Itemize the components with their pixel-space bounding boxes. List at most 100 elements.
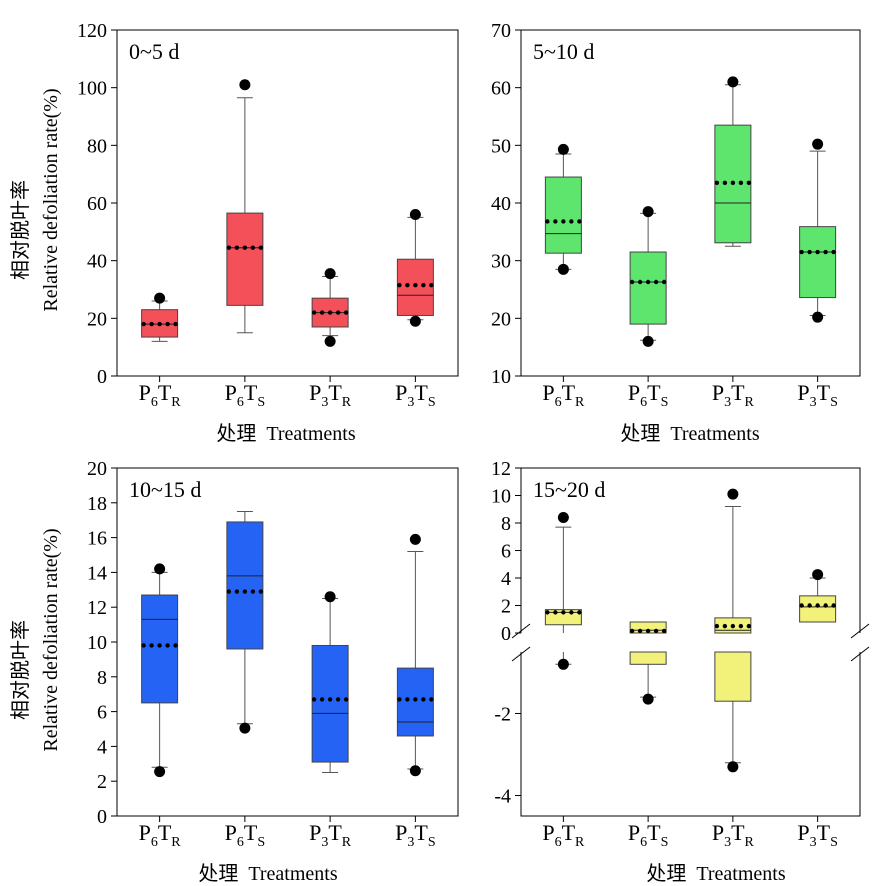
y-tick-label: 70 xyxy=(491,20,511,42)
box-body xyxy=(141,594,179,704)
x-tick-label: P3TR xyxy=(309,820,352,850)
mean-dot xyxy=(250,589,256,594)
outlier-high xyxy=(812,569,824,581)
outlier-low xyxy=(557,263,569,275)
outlier-low xyxy=(812,311,824,323)
mean-dot xyxy=(831,249,836,255)
box-body xyxy=(544,176,582,254)
box-1 xyxy=(629,621,667,705)
mean-dot xyxy=(405,282,410,288)
mean-dot xyxy=(234,589,240,594)
y-tick-label: 18 xyxy=(87,493,107,515)
x-tick-label: P3TR xyxy=(712,820,755,850)
outlier-high xyxy=(727,488,739,500)
x-tick-label: P3TR xyxy=(309,380,352,410)
x-tick-label: P6TS xyxy=(225,820,266,850)
mean-dot xyxy=(738,180,744,186)
mean-dot xyxy=(637,628,643,634)
outlier-high xyxy=(557,143,569,155)
axis-break-mark xyxy=(850,646,870,662)
mean-dot xyxy=(807,603,812,608)
mean-dot xyxy=(421,697,426,702)
mean-dot xyxy=(311,310,317,315)
x-tick-label: P3TS xyxy=(797,380,838,410)
y-tick-label: -2 xyxy=(494,704,511,726)
box-3 xyxy=(396,209,434,327)
y-tick-label: 12 xyxy=(87,597,107,619)
box-3 xyxy=(799,569,837,623)
outlier-low xyxy=(324,335,336,347)
panel-title: 10~15 d xyxy=(129,477,201,502)
y-tick-label: 20 xyxy=(87,458,107,480)
mean-dot xyxy=(319,310,325,315)
mean-dot xyxy=(815,249,820,255)
mean-dot xyxy=(553,610,558,615)
mean-dot xyxy=(397,697,402,702)
y-axis-label-bottom: 相对脱叶率 Relative defoliation rate(%) xyxy=(8,528,62,751)
mean-dot xyxy=(722,180,728,186)
box-body xyxy=(396,667,434,737)
y-tick-label: 0 xyxy=(97,366,107,388)
mean-dot xyxy=(258,589,264,594)
mean-dot xyxy=(173,321,178,327)
box-0 xyxy=(141,292,179,342)
y-tick-label: 4 xyxy=(501,568,511,590)
mean-dot xyxy=(250,245,256,250)
panel-10-15d: 0 2 4 6 8 10 12 14 16 18 20 10~15 d P6TR P6TS P3TR P3TS xyxy=(87,458,459,850)
box-1 xyxy=(629,206,667,347)
y-tick-label: 20 xyxy=(491,308,511,330)
panel-title: 5~10 d xyxy=(533,39,594,64)
mean-dot xyxy=(569,610,574,615)
axis-break-mark xyxy=(850,623,870,639)
mean-dot xyxy=(157,643,162,648)
panel-0-5d: 0 20 40 60 80 100 120 0~5 d P6TR P6TS P3TR P3TS xyxy=(77,20,459,410)
x-tick-label: P6TR xyxy=(542,820,585,850)
mean-dot xyxy=(242,589,248,594)
mean-dot xyxy=(165,321,170,327)
outlier-high xyxy=(557,512,569,523)
y-tick-label: 8 xyxy=(97,667,107,689)
mean-dot xyxy=(823,603,828,608)
mean-dot xyxy=(738,623,744,629)
y-tick-label: 12 xyxy=(491,458,511,480)
box-0 xyxy=(141,563,179,778)
mean-dot xyxy=(165,643,170,648)
mean-dot xyxy=(799,603,804,608)
mean-dot xyxy=(343,310,349,315)
y-tick-label: 120 xyxy=(77,20,107,42)
mean-dot xyxy=(746,623,752,629)
box-0 xyxy=(544,143,582,275)
y-tick-label: 80 xyxy=(87,135,107,157)
y-tick-label: 16 xyxy=(87,528,107,550)
mean-dot xyxy=(807,249,812,255)
y-tick-label: 2 xyxy=(97,771,107,793)
mean-dot xyxy=(421,282,426,288)
outlier-low xyxy=(409,315,421,327)
y-tick-label: 60 xyxy=(491,78,511,100)
mean-dot xyxy=(343,697,349,702)
y-tick-label: 0 xyxy=(501,623,511,645)
x-tick-label: P6TR xyxy=(542,380,585,410)
outlier-low xyxy=(642,335,654,347)
y-axis-label-top: 相对脱叶率 Relative defoliation rate(%) xyxy=(8,88,62,311)
mean-dot xyxy=(545,219,550,224)
mean-dot xyxy=(746,180,752,186)
panel-15-20d: 0 2 4 6 8 10 12 -2 -4 15~20 d P6TR P6TS P3TR P3TS xyxy=(491,458,870,850)
mean-dot xyxy=(545,610,550,615)
mean-dot xyxy=(335,310,341,315)
y-tick-label: 10 xyxy=(491,486,511,508)
outlier-high xyxy=(642,206,654,218)
mean-dot xyxy=(714,180,720,186)
mean-dot xyxy=(730,180,736,186)
mean-dot xyxy=(327,697,333,702)
box-3 xyxy=(799,138,837,323)
y-tick-label: 40 xyxy=(87,251,107,273)
x-tick-label: P3TS xyxy=(395,380,436,410)
outlier-low xyxy=(154,766,166,778)
outlier-high xyxy=(727,76,739,88)
mean-dot xyxy=(327,310,333,315)
box-2 xyxy=(714,76,752,247)
x-tick-label: P6TR xyxy=(139,380,182,410)
outlier-low xyxy=(727,761,739,773)
mean-dot xyxy=(242,245,248,250)
